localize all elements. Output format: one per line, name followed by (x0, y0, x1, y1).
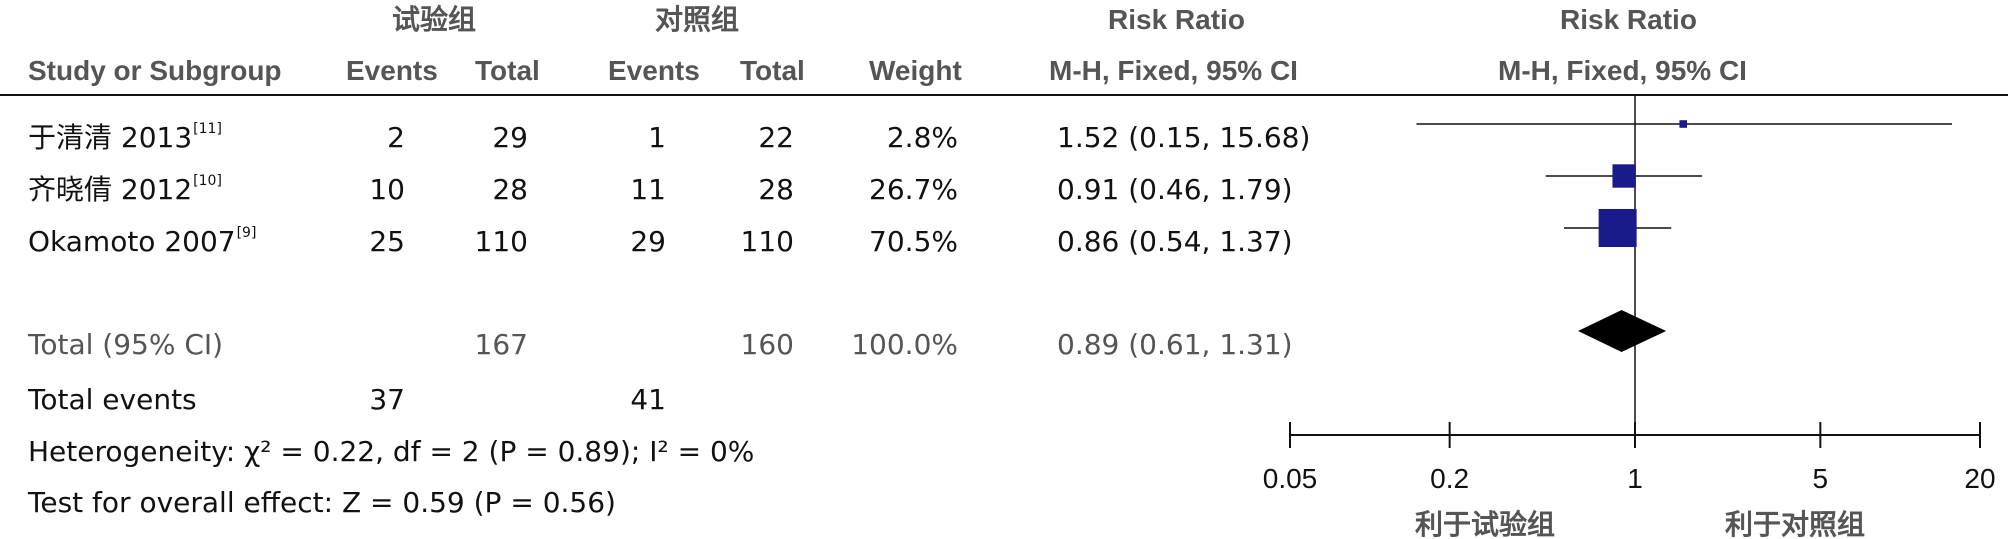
study-name: Okamoto 2007[9] (28, 225, 257, 258)
study-reference: [9] (236, 225, 257, 241)
point-estimate-square (1679, 120, 1688, 128)
overall-effect-text: Test for overall effect: Z = 0.59 (P = 0… (28, 486, 616, 519)
point-estimate-square (1598, 209, 1637, 247)
total-exp: 28 (492, 173, 528, 206)
col-study: Study or Subgroup (28, 55, 282, 86)
header-risk-ratio: Risk Ratio (1108, 4, 1245, 35)
events-exp: 2 (387, 121, 405, 154)
total-events-ctrl: 41 (630, 383, 666, 416)
study-name: 齐晓倩 2012[10] (28, 173, 222, 206)
study-name: 于清清 2013[11] (28, 121, 222, 154)
favours-left-label: 利于试验组 (1415, 508, 1555, 539)
weight: 2.8% (886, 121, 958, 154)
ci-text: 0.91 (0.46, 1.79) (1057, 173, 1293, 206)
study-reference: [11] (193, 121, 222, 137)
header-group-control: 对照组 (655, 4, 740, 35)
header-divider (0, 94, 2008, 96)
total-ctrl: 160 (740, 328, 794, 361)
total-exp: 110 (474, 225, 528, 258)
total-events-exp: 37 (369, 383, 405, 416)
col-events-ctrl: Events (608, 55, 700, 86)
weight: 70.5% (869, 225, 958, 258)
study-reference: [10] (193, 173, 222, 189)
events-exp: 10 (369, 173, 405, 206)
col-total-ctrl: Total (740, 55, 805, 86)
col-weight: Weight (869, 55, 962, 86)
total-label: Total (95% CI) (28, 328, 224, 361)
total-exp: 167 (474, 328, 528, 361)
x-tick-label: 0.2 (1430, 463, 1469, 494)
favours-right-label: 利于对照组 (1725, 508, 1865, 539)
total-ctrl: 28 (758, 173, 794, 206)
col-method-plot: M-H, Fixed, 95% CI (1498, 55, 1747, 86)
total-ci-text: 0.89 (0.61, 1.31) (1057, 328, 1293, 361)
total-exp: 29 (492, 121, 528, 154)
x-tick-label: 0.05 (1263, 463, 1318, 494)
header-group-experimental: 试验组 (392, 4, 477, 35)
header-risk-ratio-plot: Risk Ratio (1560, 4, 1697, 35)
events-ctrl: 1 (648, 121, 666, 154)
col-total-exp: Total (475, 55, 540, 86)
total-ctrl: 110 (740, 225, 794, 258)
pooled-diamond (1578, 310, 1667, 352)
col-method: M-H, Fixed, 95% CI (1049, 55, 1298, 86)
point-estimate-square (1612, 164, 1636, 188)
total-events-label: Total events (28, 383, 197, 416)
x-tick-label: 1 (1627, 463, 1643, 494)
x-tick-label: 5 (1813, 463, 1829, 494)
col-events-exp: Events (346, 55, 438, 86)
total-ctrl: 22 (758, 121, 794, 154)
x-tick-label: 20 (1964, 463, 1995, 494)
ci-text: 0.86 (0.54, 1.37) (1057, 225, 1293, 258)
events-ctrl: 29 (630, 225, 666, 258)
weight: 26.7% (869, 173, 958, 206)
events-ctrl: 11 (630, 173, 666, 206)
heterogeneity-text: Heterogeneity: χ² = 0.22, df = 2 (P = 0.… (28, 435, 755, 468)
events-exp: 25 (369, 225, 405, 258)
total-weight: 100.0% (851, 328, 958, 361)
ci-text: 1.52 (0.15, 15.68) (1057, 121, 1311, 154)
